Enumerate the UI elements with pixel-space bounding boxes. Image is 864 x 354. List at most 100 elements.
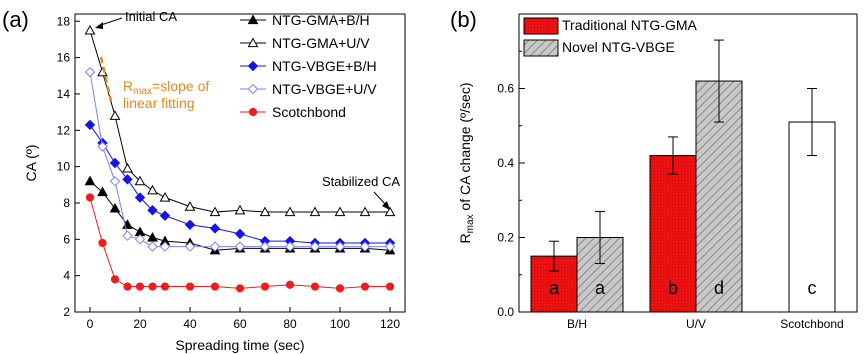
data-point <box>110 275 120 284</box>
initial-ca-annotation: Initial CA <box>95 9 177 29</box>
data-point <box>134 234 146 245</box>
data-point <box>309 206 321 217</box>
legend-label: NTG-VBGE+B/H <box>272 58 377 74</box>
bar-chart-panel: (b) 0.0 0.2 0.4 0.6 B/H U/V Scotchbond Rmax o… <box>450 7 858 331</box>
data-point <box>385 282 395 291</box>
legend-label: NTG-GMA+U/V <box>272 35 370 51</box>
data-point <box>235 284 245 293</box>
data-point <box>209 241 221 252</box>
data-point <box>134 175 146 186</box>
legend-item: Traditional NTG-GMA <box>523 17 698 35</box>
bar-u-v-traditional: b <box>649 136 697 313</box>
y-tick-label: 8 <box>63 196 70 210</box>
data-point <box>122 174 133 185</box>
bar-u-v-novel: d <box>695 39 743 313</box>
bar-b-h-novel: a <box>576 210 624 313</box>
x-axis-label: Spreading time (sec) <box>175 337 304 353</box>
x-tick-label: U/V <box>686 317 706 331</box>
series-line <box>89 30 390 213</box>
stabilized-ca-arrow <box>373 191 387 206</box>
data-point <box>359 241 371 252</box>
data-point <box>147 231 158 242</box>
y-axis: 0.0 0.2 0.4 0.6 <box>497 50 525 319</box>
rmax-dashed-line <box>99 56 113 102</box>
y-tick-label: 2 <box>63 305 70 319</box>
data-point <box>122 230 133 241</box>
series-line <box>89 72 390 248</box>
y-axis-label: CA (º) <box>23 144 39 181</box>
significance-letter: b <box>668 278 678 298</box>
bar-scotchbond: c <box>788 88 836 313</box>
significance-letter: a <box>595 278 606 298</box>
series-ntg-gma-u-v <box>84 24 396 217</box>
y-tick-label: 10 <box>57 160 71 174</box>
data-point <box>334 241 346 252</box>
x-tick-label: Scotchbond <box>780 317 843 331</box>
y-tick-label: 0.0 <box>497 305 514 319</box>
stabilized-ca-text: Stabilized CA <box>322 174 400 189</box>
data-point <box>360 282 370 291</box>
y-tick-label: 14 <box>57 87 71 101</box>
significance-letter: c <box>808 278 817 298</box>
y-tick-label: 12 <box>57 123 71 137</box>
x-tick-label: 0 <box>87 317 94 331</box>
data-point <box>184 241 196 252</box>
data-point <box>109 157 121 169</box>
legend-marker <box>247 83 259 95</box>
legend-label: Novel NTG-VBGE <box>562 39 675 55</box>
y-axis: 2 4 6 8 10 12 14 16 18 <box>57 14 80 319</box>
initial-ca-text: Initial CA <box>125 9 177 24</box>
legend: NTG-GMA+B/H NTG-GMA+U/V NTG-VBGE+B/H NTG-VB… <box>240 12 377 120</box>
series-ntg-gma-b-h <box>84 175 396 255</box>
data-point <box>184 201 196 211</box>
data-point <box>160 282 170 291</box>
data-point <box>335 284 345 293</box>
legend-label: NTG-GMA+B/H <box>272 12 370 28</box>
data-point <box>84 24 96 35</box>
data-point <box>98 238 107 248</box>
legend-swatch <box>523 17 559 35</box>
y-tick-label: 0.4 <box>497 156 514 170</box>
initial-ca-arrowhead <box>95 22 103 29</box>
x-tick-label: 40 <box>183 317 197 331</box>
data-point <box>147 205 158 216</box>
series-scotchbond <box>85 193 395 293</box>
legend-item: Novel NTG-VBGE <box>523 39 675 57</box>
data-point <box>234 204 246 215</box>
x-tick-label: 120 <box>380 317 400 331</box>
rmax-text-line2: linear fitting <box>123 95 195 111</box>
data-point <box>384 206 396 217</box>
bar <box>649 155 697 313</box>
data-point <box>209 206 221 217</box>
data-point <box>123 282 132 291</box>
legend-marker <box>247 60 259 72</box>
legend: Traditional NTG-GMA Novel NTG-VBGE <box>523 17 698 57</box>
legend-item: NTG-GMA+U/V <box>240 35 370 51</box>
data-point <box>310 282 320 291</box>
data-point <box>384 241 396 252</box>
x-tick-label: B/H <box>567 317 587 331</box>
data-point <box>135 282 145 291</box>
data-point <box>84 119 96 131</box>
data-point <box>134 192 146 203</box>
y-tick-label: 0.2 <box>497 231 514 245</box>
legend-marker <box>247 14 259 25</box>
data-point <box>309 241 321 252</box>
y-tick-label: 16 <box>57 51 71 65</box>
data-point <box>260 282 270 291</box>
data-point <box>147 241 158 252</box>
legend-label: NTG-VBGE+U/V <box>272 81 377 97</box>
panel-label-a: (a) <box>2 7 29 32</box>
y-tick-label: 0.6 <box>497 82 514 96</box>
data-point <box>97 141 108 152</box>
legend-marker <box>248 107 258 117</box>
data-point <box>209 223 221 234</box>
data-point <box>234 241 246 252</box>
data-point <box>184 219 196 230</box>
legend-label: Traditional NTG-GMA <box>562 17 698 33</box>
legend-marker <box>247 37 259 48</box>
series-ntg-vbge-u-v <box>84 66 396 252</box>
y-tick-label: 18 <box>57 14 71 28</box>
data-point <box>159 210 171 221</box>
